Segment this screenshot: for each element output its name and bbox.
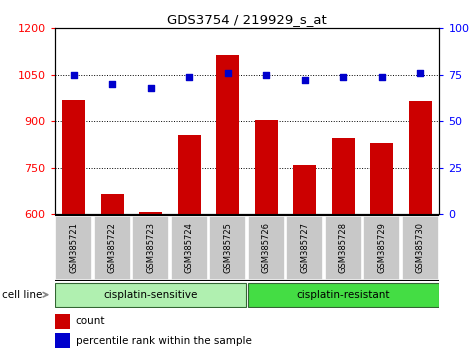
Text: GSM385722: GSM385722	[108, 222, 117, 273]
Point	[185, 74, 193, 79]
Bar	[178, 135, 201, 214]
Title: GDS3754 / 219929_s_at: GDS3754 / 219929_s_at	[167, 13, 327, 26]
Bar	[370, 143, 393, 214]
Bar	[408, 101, 432, 214]
Bar	[62, 99, 86, 214]
Bar	[55, 333, 70, 348]
Bar	[94, 216, 131, 280]
Bar	[101, 194, 124, 214]
Bar	[255, 120, 278, 214]
Text: GSM385727: GSM385727	[300, 222, 309, 273]
Point	[147, 85, 154, 91]
Text: GSM385725: GSM385725	[223, 222, 232, 273]
Text: percentile rank within the sample: percentile rank within the sample	[76, 336, 252, 346]
Text: GSM385728: GSM385728	[339, 222, 348, 273]
Bar	[332, 138, 355, 214]
Point	[70, 72, 77, 78]
Text: GSM385721: GSM385721	[69, 222, 78, 273]
Bar	[325, 216, 361, 280]
Bar	[363, 216, 400, 280]
Text: count: count	[76, 316, 105, 326]
Bar	[133, 216, 169, 280]
Point	[262, 72, 270, 78]
Point	[416, 70, 424, 76]
Bar	[402, 216, 438, 280]
Bar	[55, 314, 70, 329]
Point	[339, 74, 347, 79]
Point	[108, 81, 116, 87]
Point	[224, 70, 231, 76]
Text: cisplatin-sensitive: cisplatin-sensitive	[104, 290, 198, 300]
Point	[378, 74, 385, 79]
Bar	[56, 283, 246, 307]
Bar	[171, 216, 208, 280]
Bar	[216, 55, 239, 214]
Bar	[209, 216, 246, 280]
Bar	[286, 216, 323, 280]
Text: cisplatin-resistant: cisplatin-resistant	[296, 290, 390, 300]
Text: GSM385729: GSM385729	[377, 222, 386, 273]
Text: GSM385730: GSM385730	[416, 222, 425, 273]
Bar	[56, 216, 92, 280]
Bar	[293, 165, 316, 214]
Point	[301, 78, 309, 83]
Text: GSM385724: GSM385724	[185, 222, 194, 273]
Text: GSM385723: GSM385723	[146, 222, 155, 273]
Text: GSM385726: GSM385726	[262, 222, 271, 273]
Bar	[248, 283, 438, 307]
Text: cell line: cell line	[2, 290, 43, 300]
Bar	[248, 216, 285, 280]
Bar	[139, 212, 162, 214]
